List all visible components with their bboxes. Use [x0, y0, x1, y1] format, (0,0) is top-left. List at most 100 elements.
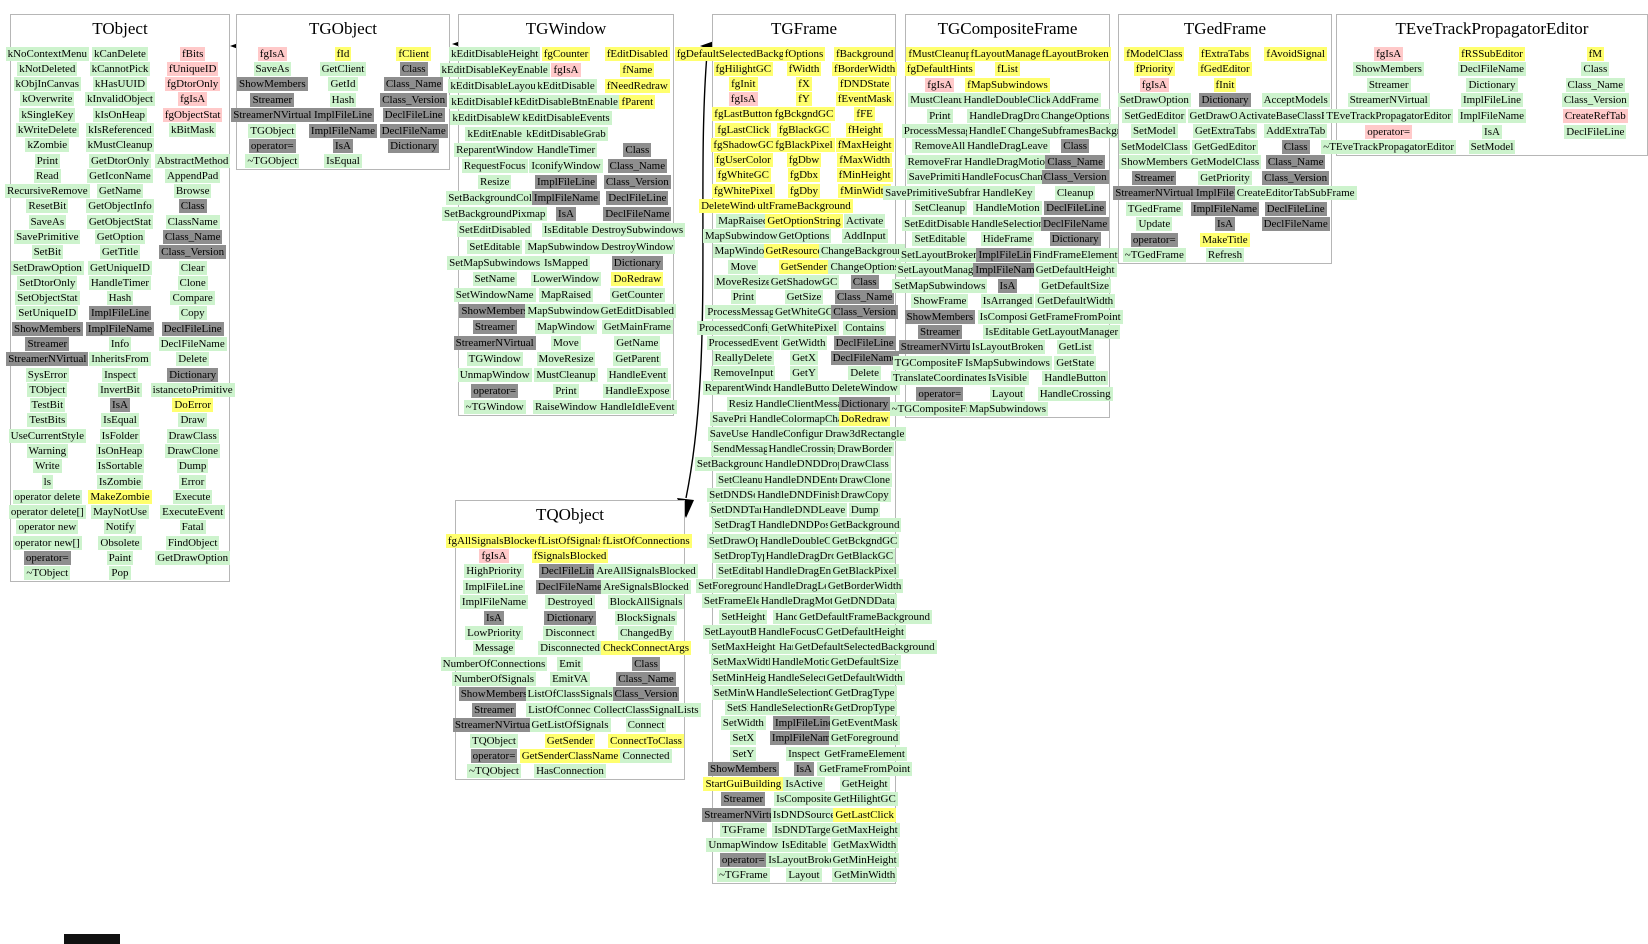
member-cell: fgIsA: [728, 92, 758, 107]
member-cell: fgLastClick: [715, 122, 772, 137]
member-cell-slot: Delete: [156, 352, 229, 367]
member-cell-slot: SetDtorOnly: [11, 275, 84, 290]
member-cell: GetDefaultHeight: [1033, 263, 1117, 278]
member-cell: Streamer: [1366, 77, 1411, 92]
member-cell-slot: HandleMotion: [769, 655, 839, 670]
member-cell-slot: ImplFileName: [1190, 201, 1261, 217]
member-cell-slot: GetHilightGC: [831, 792, 898, 807]
member-cell-slot: GetDefaultFrameBackground: [797, 609, 933, 624]
member-cell: GetState: [1054, 355, 1097, 370]
member-cell: istancetoPrimitive: [150, 382, 235, 397]
member-cell: ChangeBackground: [818, 244, 911, 259]
member-cell: fgDbw: [786, 153, 822, 168]
member-cell-slot: ReallyDelete: [712, 350, 775, 365]
member-cell-slot: IsVisible: [974, 371, 1042, 386]
member-cell-slot: HighPriority: [456, 564, 532, 579]
member-cell: IsA: [556, 207, 576, 222]
member-cell-slot: fgIsA: [530, 62, 601, 78]
member-cell-slot: fBits: [156, 46, 229, 61]
member-cell-slot: ImplFileLine: [530, 174, 601, 190]
member-cell: ChangeOptions: [1038, 108, 1112, 123]
member-cell: IsOnHeap: [95, 444, 145, 459]
member-cell-slot: Class_Version: [1041, 170, 1109, 185]
member-cell-slot: Disconnected: [532, 641, 608, 656]
member-cell-slot: IsA: [530, 206, 601, 222]
member-cell-slot: kNotDeleted: [11, 61, 84, 76]
member-cell: HandleClientMessage: [753, 396, 855, 411]
member-cell: LowPriority: [465, 625, 523, 640]
member-cell-slot: NumberOfConnections: [440, 656, 548, 671]
member-cell: SetCleanup: [715, 472, 771, 487]
member-cell: GetName: [614, 335, 661, 350]
member-cell-slot: SetName: [459, 271, 530, 287]
member-cell: Write: [33, 459, 62, 474]
member-cell: fM: [1586, 46, 1605, 61]
member-cell: GetMaxWidth: [831, 837, 899, 852]
member-cell: HandleDragLeave: [965, 139, 1050, 154]
member-cell-slot: Draw3dRectangle: [822, 426, 907, 442]
member-cell: Class_Version: [1262, 170, 1330, 185]
member-cell-slot: ChangeSubframesBackground: [1005, 123, 1145, 138]
member-cell: GetLastClick: [833, 807, 896, 822]
member-cell: DoRedraw: [838, 411, 891, 426]
member-cell-slot: DoError: [156, 398, 229, 413]
member-cell: fgInit: [729, 77, 758, 92]
member-cell: GetExtraTabs: [1192, 124, 1258, 139]
member-cell-slot: ShowMembers: [1337, 62, 1440, 78]
member-cell: ListOfClassSignals: [525, 687, 615, 702]
member-cell: HandleSelectionRequest: [747, 700, 861, 715]
member-cell-slot: Print: [11, 153, 84, 168]
member-cell-slot: kEditDisableHeight: [448, 46, 541, 62]
member-cell: GetClient: [319, 62, 367, 77]
member-cell: StreamerNVirtual: [452, 718, 536, 733]
member-cell: Message: [472, 641, 516, 656]
member-cell-slot: StreamerNVirtual: [453, 335, 536, 351]
member-cell: operator=: [1130, 232, 1178, 247]
member-cell-slot: SavePrimitiveSubframes: [883, 185, 997, 200]
member-cell: operator=: [471, 383, 519, 398]
member-cell: Class: [178, 199, 207, 214]
member-cell: kCanDelete: [92, 46, 148, 61]
member-cell-slot: GetDrawOption: [155, 550, 231, 566]
member-cell: HandleSelection: [765, 670, 843, 685]
member-cell-slot: fgDby: [774, 183, 835, 198]
class-box-tgobject: TGObject fgIsA SaveAs ShowMembers Streamer St…: [231, 14, 450, 170]
member-cell: AreSignalsBlocked: [601, 579, 691, 594]
member-cell: GetLayoutManager: [1030, 324, 1121, 339]
member-cell: ~TGWindow: [463, 399, 526, 414]
member-cell: SetDrawOption: [10, 260, 84, 275]
member-cell-slot: Class: [608, 656, 684, 671]
member-cell: kNoContextMenu: [5, 46, 90, 61]
member-cell-slot: operator new: [11, 520, 84, 535]
member-cell: TQObject: [470, 733, 518, 748]
member-cell-slot: Connect: [608, 718, 684, 733]
member-cell-slot: operator=: [1119, 232, 1190, 248]
member-cell-slot: AddFrame: [1041, 92, 1109, 108]
member-cell: HasConnection: [534, 764, 606, 779]
member-cell-slot: SavePrimitive: [906, 170, 974, 185]
member-cell: Connected: [620, 748, 672, 763]
member-cell: TestBit: [29, 398, 66, 413]
member-cell-slot: DrawClass: [156, 428, 229, 443]
member-cell-slot: SetLayoutManager: [895, 262, 984, 278]
member-cell: StreamerNVirtual: [702, 807, 785, 822]
member-cell: Dictionary: [611, 255, 663, 270]
member-cell: fMapSubwindows: [965, 77, 1050, 92]
member-cell-slot: ResetBit: [11, 199, 84, 214]
member-cell-slot: Class_Name: [602, 158, 673, 174]
member-cell-slot: DeclFileName: [378, 123, 449, 138]
member-cell-slot: ReparentWindow: [702, 381, 784, 396]
member-cell-slot: DrawClone: [834, 472, 895, 487]
member-cell: Class_Name: [834, 290, 895, 305]
member-cell-slot: MapSubwindows: [525, 239, 607, 255]
member-cell-slot: istancetoPrimitive: [150, 382, 235, 397]
member-cell: GetDefaultSelectedBackground: [792, 640, 937, 655]
member-cell: Print: [927, 108, 953, 123]
member-cell-slot: DeclFileName: [1440, 62, 1543, 78]
member-cell-slot: HandleKey: [974, 185, 1042, 200]
member-cell-slot: Error: [156, 474, 229, 489]
member-cell-slot: Class: [1041, 139, 1109, 154]
member-cell-slot: IsEqual: [308, 154, 379, 169]
member-cell: Dictionary: [388, 138, 440, 153]
member-cell-slot: ListOfClassSignals: [525, 687, 615, 702]
